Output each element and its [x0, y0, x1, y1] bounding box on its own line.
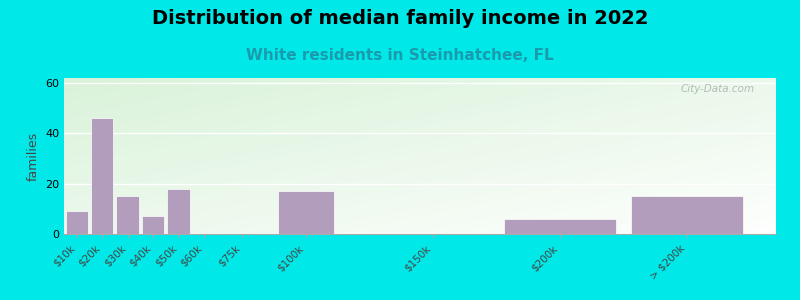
Text: City-Data.com: City-Data.com: [681, 84, 754, 94]
Bar: [116, 196, 138, 234]
Text: Distribution of median family income in 2022: Distribution of median family income in …: [152, 9, 648, 28]
Bar: [278, 191, 334, 234]
Bar: [66, 212, 88, 234]
Bar: [142, 216, 164, 234]
Bar: [91, 118, 114, 234]
Text: White residents in Steinhatchee, FL: White residents in Steinhatchee, FL: [246, 48, 554, 63]
Y-axis label: families: families: [26, 131, 39, 181]
Bar: [167, 189, 190, 234]
Bar: [504, 219, 616, 234]
Bar: [631, 196, 743, 234]
